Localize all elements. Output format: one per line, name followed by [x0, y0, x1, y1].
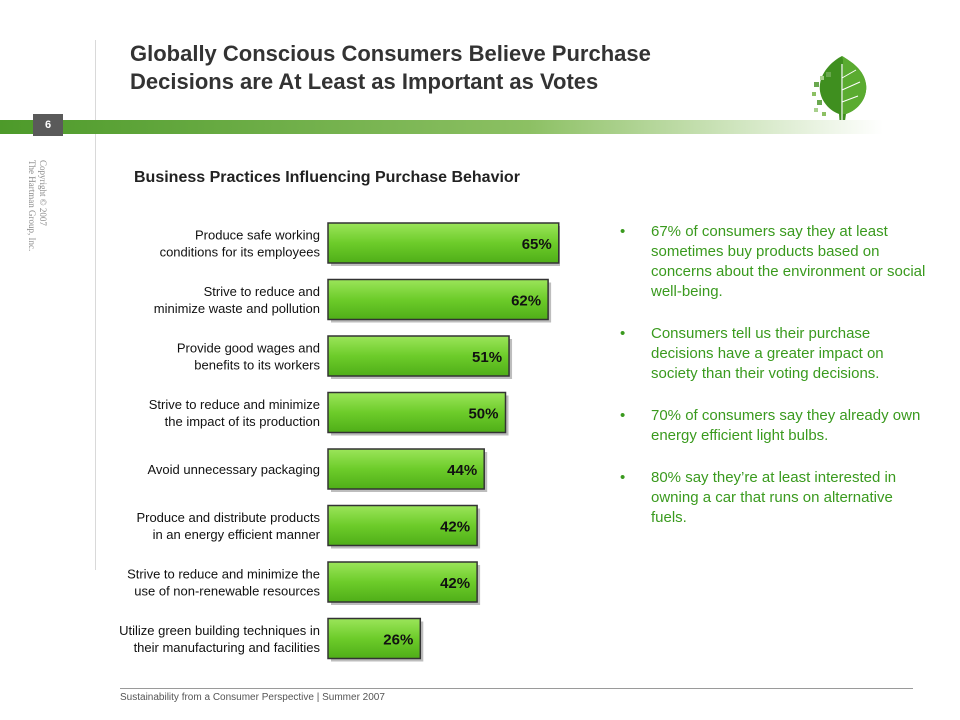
category-label: Provide good wages and — [177, 341, 320, 356]
bar-value-label: 62% — [511, 293, 541, 310]
category-label: conditions for its employees — [160, 245, 321, 260]
bullet-item: 70% of consumers say they already own en… — [620, 406, 930, 446]
bar-3 — [327, 335, 510, 377]
copyright-line-1: Copyright © 2007 — [38, 160, 48, 226]
category-label: Produce safe working — [195, 228, 320, 243]
footer-text: Sustainability from a Consumer Perspecti… — [120, 692, 385, 703]
category-label: their manufacturing and facilities — [134, 640, 321, 655]
bar-value-label: 50% — [468, 406, 498, 423]
bar-5 — [327, 448, 485, 490]
bar-chart: 65% Produce safe working conditions for it… — [119, 222, 560, 662]
bar-8 — [327, 617, 422, 660]
category-label: in an energy efficient manner — [153, 527, 321, 542]
category-label: Strive to reduce and minimize — [149, 397, 320, 412]
bullet-item: Consumers tell us their purchase decisio… — [620, 324, 930, 384]
chart-title: Business Practices Influencing Purchase … — [134, 169, 520, 186]
slide-title: Globally Conscious Consumers Believe Pur… — [130, 40, 790, 96]
category-label: Strive to reduce and — [204, 284, 320, 299]
bar-2 — [327, 278, 549, 321]
category-label: minimize waste and pollution — [154, 301, 320, 316]
category-label: benefits to its workers — [194, 358, 320, 373]
copyright-line-2: The Hartman Group, Inc. — [27, 160, 37, 252]
footer-divider — [120, 688, 913, 689]
category-label: Strive to reduce and minimize the — [127, 567, 320, 582]
slide-title-line-2: Decisions are At Least as Important as V… — [130, 69, 599, 94]
bar-value-label: 42% — [440, 519, 470, 536]
bar-value-label: 26% — [383, 632, 413, 649]
header-gradient-band — [0, 120, 960, 134]
bar-6 — [327, 504, 478, 547]
copyright-notice: Copyright © 2007 The Hartman Group, Inc. — [26, 160, 48, 251]
category-label: Utilize green building techniques in — [119, 623, 320, 638]
bar-4 — [327, 391, 507, 434]
category-label: Avoid unnecessary packaging — [148, 462, 321, 477]
key-findings-list: 67% of consumers say they at least somet… — [620, 222, 930, 550]
green-leaf-logo-icon — [812, 56, 867, 128]
category-label: Produce and distribute products — [136, 510, 320, 525]
bar-value-label: 42% — [440, 575, 470, 592]
category-label: use of non-renewable resources — [134, 584, 320, 599]
bar-value-label: 65% — [522, 236, 552, 253]
bar-1 — [327, 222, 560, 264]
bar-value-label: 44% — [447, 462, 477, 479]
category-label: the impact of its production — [165, 414, 320, 429]
page-number-badge: 6 — [33, 114, 63, 136]
slide-title-line-1: Globally Conscious Consumers Believe Pur… — [130, 41, 651, 66]
bullet-item: 67% of consumers say they at least somet… — [620, 222, 930, 302]
left-divider-line — [95, 40, 96, 570]
bar-value-label: 51% — [472, 349, 502, 366]
bullet-item: 80% say they’re at least interested in o… — [620, 468, 930, 528]
bar-7 — [327, 561, 478, 603]
